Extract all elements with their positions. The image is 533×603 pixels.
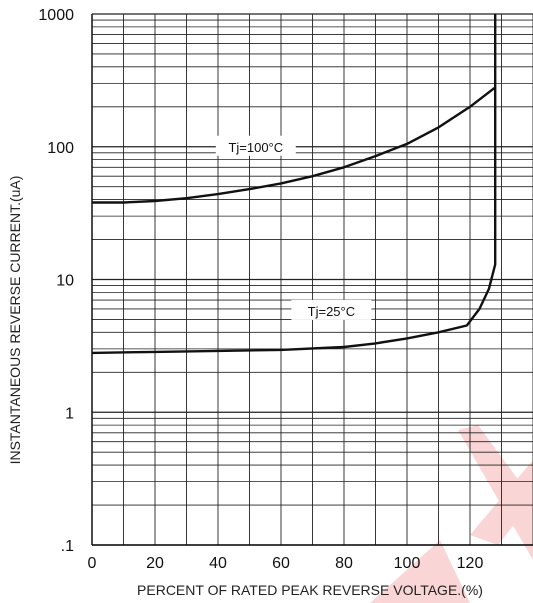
x-tick-label: 20: [146, 555, 164, 572]
series-labels: Tj=100°C Tj=25°C: [215, 135, 372, 320]
y-tick-label: 10: [56, 273, 74, 290]
grid: [91, 13, 533, 546]
y-tick-label: 100: [47, 140, 74, 157]
series-label: Tj=100°C: [228, 140, 283, 155]
series-label-bg: [291, 299, 372, 320]
x-tick-label: 120: [457, 555, 484, 572]
plot-frame: [91, 14, 533, 546]
y-axis-title: INSTANTANEOUS REVERSE CURRENT.(uA): [7, 176, 23, 465]
y-tick-label: 1000: [38, 7, 74, 24]
y-tick-label: .1: [61, 538, 74, 555]
x-tick-label: 100: [394, 555, 421, 572]
x-tick-label: 40: [209, 555, 227, 572]
x-tick-labels: 0 20 40 60 80 100 120: [88, 555, 484, 572]
y-tick-label: 1: [65, 405, 74, 422]
series-label-bg: [215, 135, 296, 156]
x-tick-label: 0: [88, 555, 97, 572]
series-line-1: [92, 86, 496, 204]
x-axis-title: PERCENT OF RATED PEAK REVERSE VOLTAGE.(%…: [137, 582, 483, 598]
watermark: [370, 425, 533, 603]
series-layer: [91, 14, 497, 355]
series-label: Tj=25°C: [308, 304, 355, 319]
series-line-2: [91, 14, 497, 355]
y-tick-labels: .1 1 10 100 1000: [38, 7, 74, 555]
x-tick-label: 80: [335, 555, 353, 572]
x-tick-label: 60: [272, 555, 290, 572]
